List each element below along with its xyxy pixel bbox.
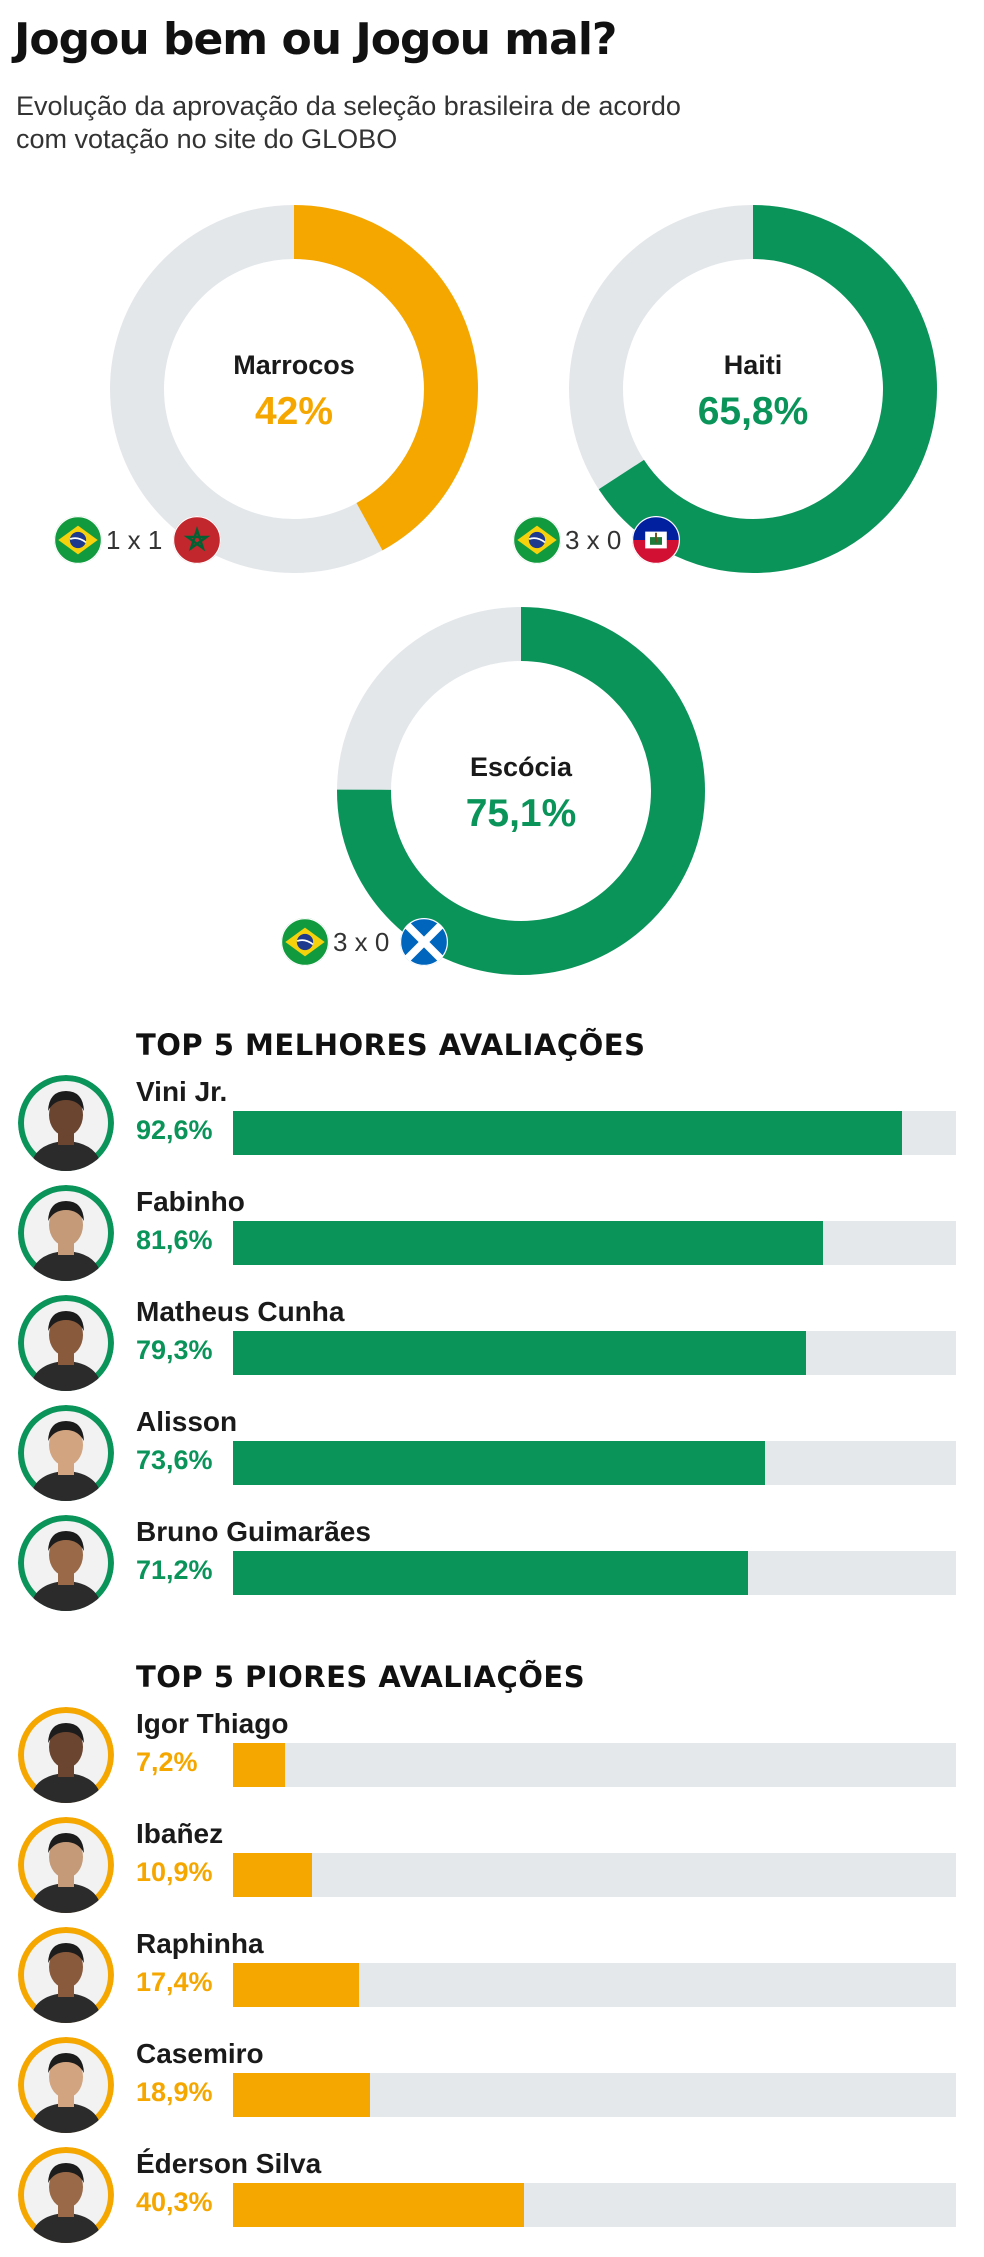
player-photo xyxy=(18,1295,114,1391)
bar-track xyxy=(233,2073,956,2117)
donut-chart-3: Escócia 75,1% 3 x 0 xyxy=(281,607,705,975)
bar-track xyxy=(233,2183,956,2227)
player-name: Casemiro xyxy=(136,2038,264,2069)
donut-slice xyxy=(569,205,937,573)
bar-track xyxy=(233,1551,956,1595)
player-name: Raphinha xyxy=(136,1928,264,1959)
donut-value: 42% xyxy=(255,390,333,433)
bar-track xyxy=(233,1743,956,1787)
player-name: Vini Jr. xyxy=(136,1076,228,1107)
donut-slice xyxy=(337,607,705,975)
donut-label: Escócia xyxy=(470,752,573,782)
player-photo xyxy=(18,1515,114,1611)
player-percent: 7,2% xyxy=(136,1747,198,1777)
player-photo xyxy=(18,1817,114,1913)
best-player-row: Matheus Cunha 79,3% xyxy=(0,1295,984,1405)
donut-label: Marrocos xyxy=(233,350,355,380)
brazil-flag-icon xyxy=(281,917,330,966)
player-photo xyxy=(18,1707,114,1803)
worst-player-row: Igor Thiago 7,2% xyxy=(0,1707,984,1817)
best-player-row: Alisson 73,6% xyxy=(0,1405,984,1515)
bar xyxy=(233,2183,525,2227)
donut-value: 75,1% xyxy=(466,792,577,835)
player-photo xyxy=(18,2037,114,2133)
player-percent: 17,4% xyxy=(136,1967,213,1997)
donut-value: 65,8% xyxy=(698,390,809,433)
best-player-row: Bruno Guimarães 71,2% xyxy=(0,1515,984,1625)
bar xyxy=(233,1221,823,1265)
page-title: Jogou bem ou Jogou mal? xyxy=(14,14,617,65)
player-name: Fabinho xyxy=(136,1186,245,1217)
scotland-flag-icon xyxy=(400,917,449,966)
bar-track xyxy=(233,1963,956,2007)
brazil-flag-icon xyxy=(512,515,561,564)
player-percent: 79,3% xyxy=(136,1335,213,1365)
best-player-row: Vini Jr. 92,6% xyxy=(0,1075,984,1185)
worst-player-row: Raphinha 17,4% xyxy=(0,1927,984,2037)
bar xyxy=(233,1331,807,1375)
player-name: Éderson Silva xyxy=(136,2148,322,2179)
player-photo xyxy=(18,1927,114,2023)
player-percent: 73,6% xyxy=(136,1445,213,1475)
bar-track xyxy=(233,1111,956,1155)
player-percent: 81,6% xyxy=(136,1225,213,1255)
player-photo xyxy=(18,1075,114,1171)
player-percent: 10,9% xyxy=(136,1857,213,1887)
bar xyxy=(233,1743,286,1787)
player-photo xyxy=(18,2147,114,2243)
best-ratings-title: TOP 5 MELHORES AVALIAÇÕES xyxy=(136,1028,646,1062)
bar-track xyxy=(233,1441,956,1485)
player-percent: 71,2% xyxy=(136,1555,213,1585)
bar xyxy=(233,1441,766,1485)
bar xyxy=(233,1963,359,2007)
worst-player-row: Casemiro 18,9% xyxy=(0,2037,984,2147)
player-percent: 40,3% xyxy=(136,2187,213,2217)
player-name: Alisson xyxy=(136,1406,238,1437)
donut-chart-1: Marrocos 42% 1 x 1 xyxy=(53,205,478,573)
best-player-row: Fabinho 81,6% xyxy=(0,1185,984,1295)
match-score: 3 x 0 xyxy=(565,525,621,555)
bar-track xyxy=(233,1331,956,1375)
player-name: Matheus Cunha xyxy=(136,1296,345,1327)
worst-player-row: Ibañez 10,9% xyxy=(0,1817,984,1927)
player-name: Bruno Guimarães xyxy=(136,1516,371,1547)
worst-player-row: Éderson Silva 40,3% xyxy=(0,2147,984,2257)
bar xyxy=(233,1111,903,1155)
player-percent: 18,9% xyxy=(136,2077,213,2107)
page-subtitle: Evolução da aprovação da seleção brasile… xyxy=(16,91,681,154)
bar xyxy=(233,1853,312,1897)
bar-track xyxy=(233,1221,956,1265)
player-name: Ibañez xyxy=(136,1818,224,1849)
donut-chart-2: Haiti 65,8% 3 x 0 xyxy=(512,205,937,573)
morocco-flag-icon xyxy=(173,515,222,564)
player-photo xyxy=(18,1405,114,1501)
bar xyxy=(233,2073,370,2117)
haiti-flag-icon xyxy=(631,515,680,564)
match-score: 3 x 0 xyxy=(333,927,389,957)
player-photo xyxy=(18,1185,114,1281)
bar xyxy=(233,1551,748,1595)
donut-slice xyxy=(110,205,478,573)
donut-charts: Marrocos 42% 1 x 1 Haiti 65,8% 3 x 0 Escócia 75… xyxy=(53,205,937,975)
brazil-flag-icon xyxy=(53,515,102,564)
player-name: Igor Thiago xyxy=(136,1708,289,1739)
worst-ratings-title: TOP 5 PIORES AVALIAÇÕES xyxy=(136,1660,586,1694)
match-score: 1 x 1 xyxy=(106,525,162,555)
player-percent: 92,6% xyxy=(136,1115,213,1145)
donut-label: Haiti xyxy=(724,350,783,380)
bar-track xyxy=(233,1853,956,1897)
